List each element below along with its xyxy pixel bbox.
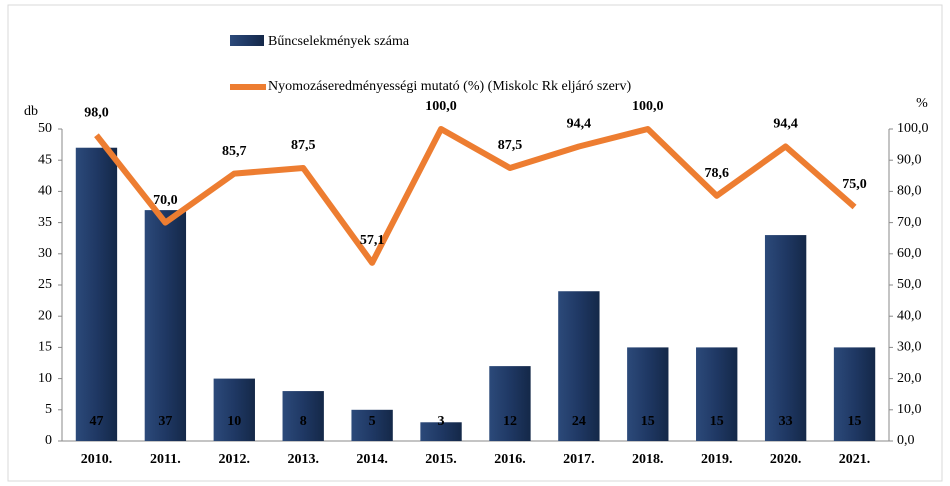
y-tick-label: 25	[38, 277, 52, 292]
bar	[696, 347, 738, 441]
y2-tick-label: 90,0	[897, 152, 922, 167]
line	[94, 126, 857, 266]
y2-tick-label: 10,0	[897, 402, 922, 417]
line-value-label: 100,0	[632, 99, 664, 114]
x-tick-label: 2016.	[494, 452, 526, 467]
line-value-label: 78,6	[704, 166, 729, 181]
y-tick-label: 0	[45, 433, 52, 448]
bar	[282, 391, 324, 441]
bar	[75, 147, 118, 441]
bar	[351, 409, 393, 441]
legend-swatch-bar	[230, 35, 264, 46]
line-value-label: 57,1	[360, 233, 385, 248]
bar-value-label: 33	[779, 414, 793, 429]
bar	[833, 347, 876, 441]
y-tick-label: 30	[38, 246, 52, 261]
x-tick-label: 2021.	[839, 452, 871, 467]
y2-tick-label: 80,0	[897, 184, 922, 199]
bar-value-label: 15	[848, 414, 862, 429]
y2-tick-label: 30,0	[897, 340, 922, 355]
y2-tick-label: 20,0	[897, 371, 922, 386]
bar-value-label: 8	[300, 414, 307, 429]
line-value-label: 98,0	[84, 105, 109, 120]
y-tick-label: 40	[38, 184, 52, 199]
y-tick-label: 5	[45, 402, 52, 417]
bar-value-label: 10	[227, 414, 241, 429]
legend-label: Bűncselekmények száma	[268, 34, 410, 49]
x-tick-label: 2012.	[219, 452, 251, 467]
line-value-label: 70,0	[153, 193, 178, 208]
x-tick-label: 2020.	[770, 452, 802, 467]
bar-value-label: 12	[503, 414, 517, 429]
bar	[144, 210, 187, 441]
line-value-label: 75,0	[842, 177, 867, 192]
line-value-label: 85,7	[222, 144, 247, 159]
x-tick-label: 2011.	[150, 452, 181, 467]
bar-value-label: 47	[89, 414, 103, 429]
x-tick-label: 2010.	[81, 452, 113, 467]
y-tick-label: 35	[38, 215, 52, 230]
bar-value-label: 37	[158, 414, 172, 429]
bar	[489, 366, 531, 441]
y-tick-label: 45	[38, 152, 52, 167]
bar	[764, 235, 807, 441]
y2-tick-label: 50,0	[897, 277, 922, 292]
bar-value-label: 15	[710, 414, 724, 429]
y-axis-label: db	[24, 104, 38, 119]
y-tick-label: 15	[38, 340, 52, 355]
x-tick-label: 2013.	[287, 452, 319, 467]
y-tick-label: 20	[38, 308, 52, 323]
x-tick-label: 2014.	[356, 452, 388, 467]
bar	[558, 291, 600, 441]
y2-tick-label: 0,0	[897, 433, 915, 448]
y2-tick-label: 60,0	[897, 246, 922, 261]
y-tick-label: 50	[38, 121, 52, 136]
y2-tick-label: 40,0	[897, 308, 922, 323]
x-tick-label: 2019.	[701, 452, 733, 467]
bar	[420, 422, 462, 441]
x-tick-label: 2015.	[425, 452, 457, 467]
y-tick-label: 10	[38, 371, 52, 386]
bar	[213, 378, 255, 441]
y2-axis-label: %	[916, 96, 928, 111]
bar-value-label: 3	[438, 414, 445, 429]
line-value-label: 100,0	[425, 99, 457, 114]
line-value-label: 94,4	[773, 117, 798, 132]
bar-value-label: 24	[572, 414, 586, 429]
y2-tick-label: 100,0	[897, 121, 929, 136]
bar	[627, 347, 669, 441]
line-value-label: 87,5	[291, 138, 316, 153]
line-value-label: 87,5	[498, 138, 523, 153]
line-value-label: 94,4	[567, 117, 592, 132]
x-tick-label: 2017.	[563, 452, 595, 467]
y2-tick-label: 70,0	[897, 215, 922, 230]
x-tick-label: 2018.	[632, 452, 664, 467]
bar-value-label: 5	[369, 414, 376, 429]
bar-value-label: 15	[641, 414, 655, 429]
legend-label: Nyomozáseredményességi mutató (%) (Misko…	[268, 79, 631, 94]
